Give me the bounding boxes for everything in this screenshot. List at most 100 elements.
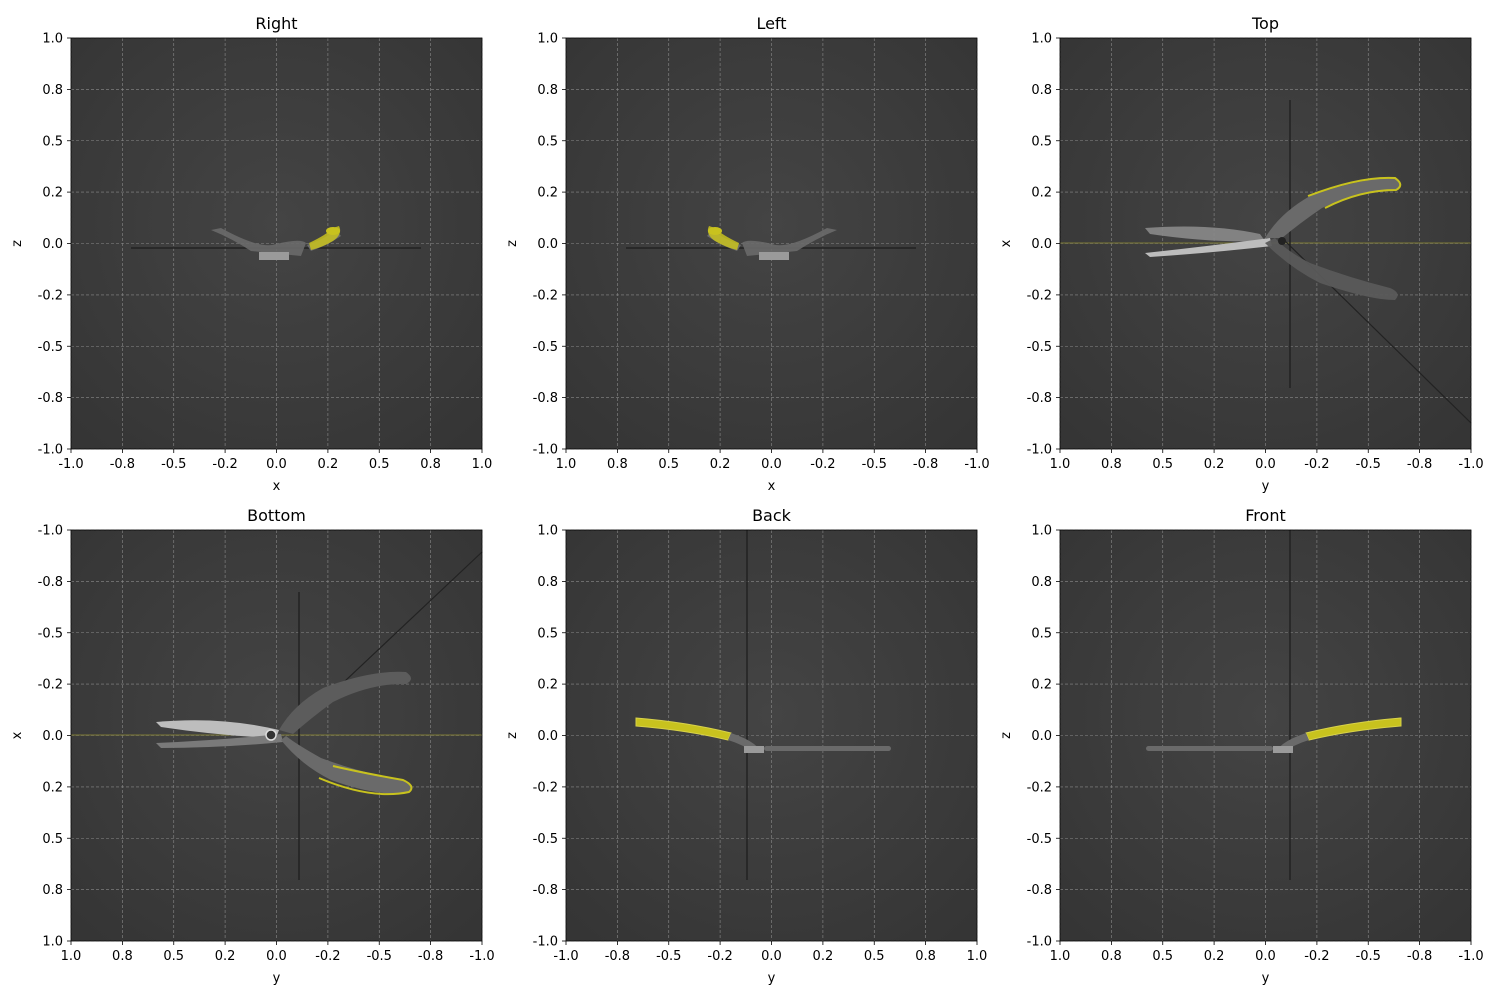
y-tick-label: -0.2 (533, 780, 558, 795)
y-tick-label: -0.2 (533, 288, 558, 303)
panel-back: Back -1.0 -0.8 -0.5 -0.2 0.0 0.2 0.5 0.8 1.0 1.0 0.… (505, 506, 987, 986)
y-tick-label: -0.8 (38, 391, 63, 406)
y-tick-label: -0.2 (38, 288, 63, 303)
x-tick-label: 1.0 (1050, 949, 1071, 964)
x-tick-label: 0.8 (607, 457, 628, 472)
y-tick-label: -0.8 (38, 575, 63, 590)
y-tick-label: -0.5 (533, 340, 558, 355)
x-tick-label: 0.5 (369, 457, 390, 472)
x-tick-label: 0.0 (1255, 949, 1276, 964)
x-tick-label: 0.5 (864, 949, 885, 964)
x-tick-label: -0.8 (110, 457, 135, 472)
x-axis-label: y (768, 971, 776, 986)
y-tick-label: -0.8 (1027, 883, 1052, 898)
x-tick-label: -1.0 (1458, 949, 1483, 964)
y-tick-label: 0.0 (1031, 237, 1052, 252)
scissors-model (1060, 100, 1472, 424)
y-axis-label: x (999, 239, 1014, 247)
x-tick-label: -0.2 (212, 457, 237, 472)
x-axis-label: y (1262, 971, 1270, 986)
y-tick-label: 0.8 (1031, 575, 1052, 590)
y-tick-label: -1.0 (1027, 935, 1052, 950)
x-tick-label: 0.8 (420, 457, 441, 472)
y-tick-label: 1.0 (42, 32, 63, 47)
y-tick-label: 0.2 (42, 780, 63, 795)
y-tick-label: -0.8 (533, 391, 558, 406)
x-tick-label: -0.2 (1304, 949, 1329, 964)
y-tick-label: 0.0 (537, 237, 558, 252)
y-tick-label: -1.0 (38, 524, 63, 539)
y-tick-label: -0.8 (1027, 391, 1052, 406)
y-tick-label: 0.5 (1031, 134, 1052, 149)
y-axis-label: x (10, 731, 25, 739)
y-tick-label: 0.8 (537, 575, 558, 590)
y-tick-label: 0.5 (537, 626, 558, 641)
x-tick-label: -0.8 (1407, 949, 1432, 964)
x-tick-label: -0.2 (810, 457, 835, 472)
scissors-model (71, 551, 483, 880)
panel-right: Right -1.0 -0.8 -0.5 -0.2 0.0 0.2 0.5 0.8 1.0 1.0 0… (10, 14, 492, 494)
scissors-model (1146, 530, 1402, 880)
x-tick-label: -0.8 (418, 949, 443, 964)
x-tick-label: 0.8 (112, 949, 133, 964)
y-tick-label: -0.2 (1027, 780, 1052, 795)
x-tick-label: 0.0 (266, 949, 287, 964)
y-tick-label: -0.8 (533, 883, 558, 898)
x-tick-label: 1.0 (61, 949, 82, 964)
x-axis-label: x (768, 479, 776, 494)
x-axis-label: y (273, 971, 281, 986)
x-tick-label: 0.0 (266, 457, 287, 472)
y-axis-label: z (999, 732, 1014, 739)
x-tick-label: -0.8 (913, 457, 938, 472)
x-tick-label: -0.5 (161, 457, 186, 472)
x-tick-label: 0.0 (1255, 457, 1276, 472)
y-tick-label: 0.2 (537, 678, 558, 693)
x-tick-label: -0.8 (1407, 457, 1432, 472)
y-tick-label: -1.0 (38, 443, 63, 458)
panel-title: Front (1245, 506, 1285, 525)
y-tick-label: 1.0 (537, 524, 558, 539)
y-tick-label: 1.0 (42, 935, 63, 950)
scissors-model (635, 530, 891, 880)
y-tick-label: 0.2 (1031, 678, 1052, 693)
x-tick-label: -1.0 (553, 949, 578, 964)
y-tick-label: 0.5 (42, 832, 63, 847)
y-axis-label: z (505, 240, 520, 247)
x-tick-label: 1.0 (472, 457, 493, 472)
panel-title: Left (756, 14, 786, 33)
x-tick-label: 0.5 (1152, 949, 1173, 964)
x-tick-label: -0.2 (707, 949, 732, 964)
y-tick-label: 0.0 (42, 729, 63, 744)
y-tick-label: -1.0 (533, 935, 558, 950)
x-axis-label: y (1262, 479, 1270, 494)
y-tick-label: -0.5 (1027, 832, 1052, 847)
x-tick-label: -0.5 (1356, 949, 1381, 964)
x-tick-label: 0.2 (1204, 457, 1225, 472)
x-tick-label: 0.5 (1152, 457, 1173, 472)
y-tick-label: 0.2 (42, 186, 63, 201)
x-tick-label: -1.0 (964, 457, 989, 472)
x-tick-label: -0.5 (1356, 457, 1381, 472)
y-tick-label: 0.5 (42, 134, 63, 149)
y-tick-label: -0.5 (38, 626, 63, 641)
y-tick-label: 0.8 (537, 83, 558, 98)
y-tick-label: 0.0 (1031, 729, 1052, 744)
y-tick-label: 0.5 (1031, 626, 1052, 641)
y-tick-label: 0.0 (42, 237, 63, 252)
x-tick-label: 0.2 (1204, 949, 1225, 964)
y-tick-label: 1.0 (537, 32, 558, 47)
panel-title: Bottom (247, 506, 306, 525)
y-tick-label: -0.2 (1027, 288, 1052, 303)
x-tick-label: -1.0 (1458, 457, 1483, 472)
y-tick-label: 1.0 (1031, 32, 1052, 47)
grid (1059, 529, 1472, 942)
y-axis-label: z (10, 240, 25, 247)
y-axis-label: z (505, 732, 520, 739)
y-tick-label: -0.5 (533, 832, 558, 847)
y-tick-label: 0.8 (42, 883, 63, 898)
x-tick-label: -0.2 (315, 949, 340, 964)
x-tick-label: 0.8 (915, 949, 936, 964)
y-tick-label: 0.8 (42, 83, 63, 98)
